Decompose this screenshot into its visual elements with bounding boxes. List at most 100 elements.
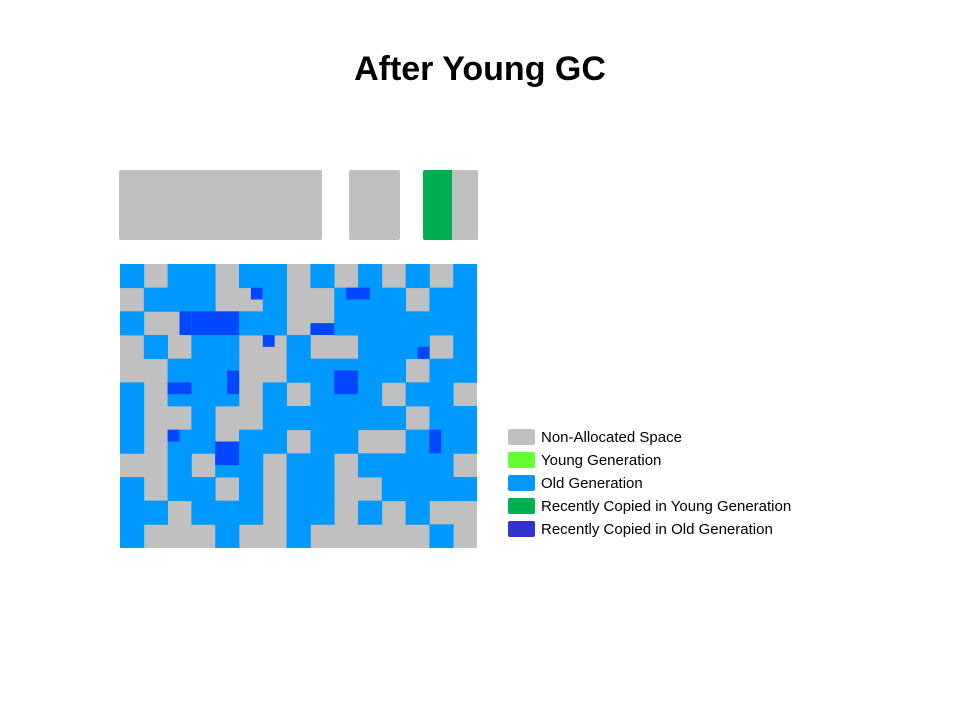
heap-cell bbox=[191, 358, 216, 383]
heap-cell bbox=[381, 287, 406, 312]
heap-cell bbox=[453, 406, 477, 431]
heap-cell bbox=[239, 264, 264, 289]
survivor-free-part bbox=[452, 170, 478, 240]
legend-label: Recently Copied in Young Generation bbox=[541, 498, 792, 515]
heap-cell bbox=[358, 335, 383, 360]
heap-cell bbox=[310, 429, 335, 454]
heap-cell bbox=[381, 311, 406, 336]
heap-cell bbox=[120, 406, 145, 431]
heap-cell bbox=[262, 406, 287, 431]
heap-cell bbox=[405, 264, 430, 289]
heap-cell bbox=[405, 429, 430, 454]
heap-cell bbox=[453, 287, 477, 312]
old-generation-heap bbox=[120, 264, 477, 548]
heap-cell bbox=[167, 287, 192, 312]
heap-cell bbox=[310, 500, 335, 525]
survivor-space-0 bbox=[349, 170, 400, 240]
legend-swatch bbox=[508, 429, 535, 445]
heap-cell bbox=[429, 287, 454, 312]
heap-recent-copy-cell bbox=[334, 370, 358, 395]
heap-recent-copy-cell bbox=[167, 429, 180, 442]
heap-cell bbox=[310, 382, 335, 407]
heap-cell bbox=[453, 429, 477, 454]
heap-cell bbox=[191, 429, 216, 454]
heap-cell bbox=[381, 477, 406, 502]
heap-cell bbox=[120, 429, 145, 454]
heap-cell bbox=[453, 264, 477, 289]
heap-cell bbox=[262, 429, 287, 454]
legend-swatch bbox=[508, 475, 535, 491]
heap-cell bbox=[310, 477, 335, 502]
heap-cell bbox=[239, 311, 264, 336]
heap-cell bbox=[191, 382, 216, 407]
heap-cell bbox=[358, 382, 383, 407]
heap-cell bbox=[143, 287, 168, 312]
heap-recent-copy-cell bbox=[346, 287, 370, 300]
heap-cell bbox=[358, 264, 383, 289]
heap-cell bbox=[286, 500, 311, 525]
heap-cell bbox=[358, 406, 383, 431]
heap-cell bbox=[381, 453, 406, 478]
heap-cell bbox=[310, 358, 335, 383]
heap-recent-copy-cell bbox=[227, 370, 239, 395]
legend-swatch bbox=[508, 521, 535, 537]
heap-cell bbox=[358, 453, 383, 478]
heap-cell bbox=[262, 382, 287, 407]
heap-cell bbox=[405, 453, 430, 478]
heap-cell bbox=[334, 311, 359, 336]
heap-cell bbox=[429, 453, 454, 478]
heap-cell bbox=[381, 358, 406, 383]
heap-cell bbox=[167, 453, 192, 478]
heap-cell bbox=[358, 358, 383, 383]
heap-cell bbox=[429, 477, 454, 502]
legend-label: Young Generation bbox=[541, 452, 662, 469]
heap-cell bbox=[453, 477, 477, 502]
page-title: After Young GC bbox=[354, 50, 606, 88]
heap-cell bbox=[239, 429, 264, 454]
heap-cell bbox=[191, 311, 216, 336]
heap-recent-copy-cell bbox=[262, 335, 275, 347]
heap-cell bbox=[191, 264, 216, 289]
heap-cell bbox=[286, 524, 311, 548]
heap-cell bbox=[286, 477, 311, 502]
legend-label: Non-Allocated Space bbox=[541, 429, 682, 446]
heap-cell bbox=[239, 500, 264, 525]
legend-swatch bbox=[508, 452, 535, 468]
heap-cell bbox=[262, 311, 287, 336]
heap-cell bbox=[215, 500, 240, 525]
heap-cell bbox=[191, 287, 216, 312]
heap-recent-copy-cell bbox=[179, 311, 192, 335]
heap-recent-copy-cell bbox=[167, 382, 192, 395]
heap-recent-copy-cell bbox=[310, 323, 335, 335]
heap-cell bbox=[215, 524, 240, 548]
heap-cell bbox=[381, 406, 406, 431]
heap-cell bbox=[191, 477, 216, 502]
heap-cell bbox=[358, 311, 383, 336]
heap-cell bbox=[286, 453, 311, 478]
heap-cell bbox=[310, 453, 335, 478]
heap-cell bbox=[215, 311, 240, 336]
heap-cell bbox=[453, 358, 477, 383]
heap-cell bbox=[143, 500, 168, 525]
heap-cell bbox=[167, 358, 192, 383]
heap-cell bbox=[120, 500, 145, 525]
heap-recent-copy-cell bbox=[215, 441, 239, 466]
heap-cell bbox=[191, 406, 216, 431]
legend-swatch bbox=[508, 498, 535, 514]
heap-cell bbox=[429, 406, 454, 431]
heap-cell bbox=[310, 264, 335, 289]
heap-cell bbox=[191, 500, 216, 525]
heap-cell bbox=[239, 477, 264, 502]
heap-cell bbox=[429, 311, 454, 336]
heap-recent-copy-cell bbox=[250, 287, 263, 300]
eden-space bbox=[119, 170, 322, 240]
heap-cell bbox=[143, 335, 168, 360]
heap-cell bbox=[405, 477, 430, 502]
legend-label: Old Generation bbox=[541, 475, 643, 492]
heap-cell bbox=[191, 335, 216, 360]
heap-cell bbox=[429, 524, 454, 548]
heap-cell bbox=[120, 382, 145, 407]
heap-recent-copy-cell bbox=[417, 346, 430, 359]
heap-cell bbox=[239, 453, 264, 478]
heap-cell bbox=[120, 477, 145, 502]
